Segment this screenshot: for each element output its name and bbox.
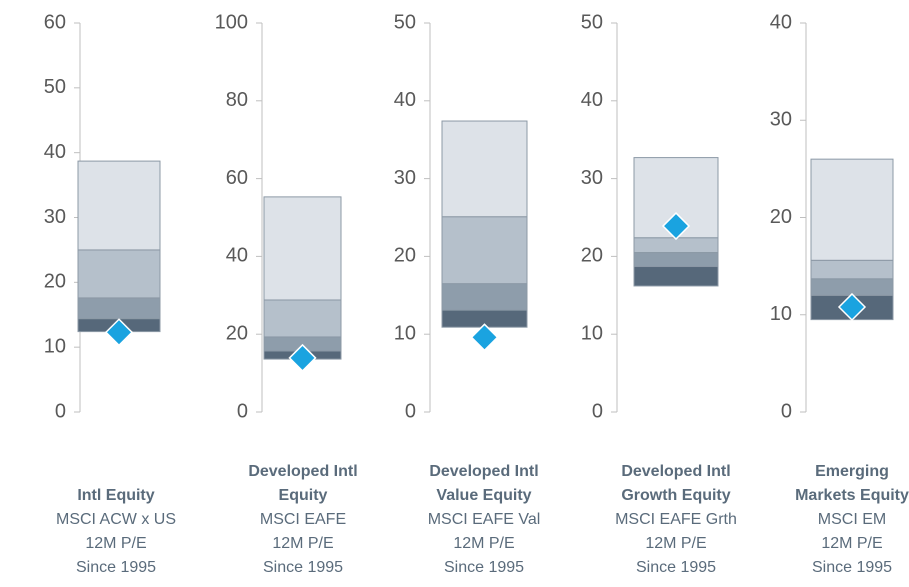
y-tick-label: 40 — [770, 11, 792, 33]
panel-detail: MSCI ACW x US — [56, 511, 176, 528]
panel-detail: Since 1995 — [76, 559, 156, 576]
range-band — [441, 216, 528, 285]
y-tick-label: 40 — [226, 245, 248, 267]
panel-detail: 12M P/E — [85, 535, 146, 552]
y-tick-label: 20 — [226, 322, 248, 344]
range-band — [810, 259, 894, 280]
y-tick-label: 30 — [581, 167, 603, 189]
y-tick-label: 20 — [394, 245, 416, 267]
panel-detail: MSCI EAFE Grth — [615, 511, 737, 528]
panel-detail: MSCI EM — [818, 511, 886, 528]
range-band — [263, 196, 342, 301]
y-tick-label: 40 — [581, 89, 603, 111]
panel-detail: 12M P/E — [821, 535, 882, 552]
y-tick-label: 100 — [215, 11, 248, 33]
range-band — [77, 297, 161, 320]
range-band — [633, 252, 719, 268]
panel-name: Value Equity — [436, 487, 531, 504]
current-marker — [104, 318, 134, 347]
panel-name: Markets Equity — [795, 487, 909, 504]
range-band — [77, 249, 161, 299]
panel-name: Developed Intl — [248, 463, 357, 480]
panel-name: Developed Intl — [621, 463, 730, 480]
y-tick-label: 30 — [44, 206, 66, 228]
y-tick-label: 0 — [781, 400, 792, 422]
y-tick-label: 30 — [770, 109, 792, 131]
y-tick-label: 80 — [226, 89, 248, 111]
panel-detail: 12M P/E — [453, 535, 514, 552]
y-tick-label: 0 — [237, 400, 248, 422]
y-tick-label: 40 — [394, 89, 416, 111]
panel-detail: 12M P/E — [272, 535, 333, 552]
y-tick-label: 40 — [44, 141, 66, 163]
y-tick-label: 0 — [592, 400, 603, 422]
current-marker — [661, 211, 691, 241]
y-tick-label: 10 — [770, 303, 792, 325]
range-band — [441, 283, 528, 311]
range-band — [810, 278, 894, 296]
y-tick-label: 20 — [770, 206, 792, 228]
panel-detail: Since 1995 — [444, 559, 524, 576]
range-band — [633, 266, 719, 287]
y-tick-label: 0 — [55, 400, 66, 422]
range-band — [263, 299, 342, 338]
panel-name: Intl Equity — [77, 487, 154, 504]
panel-name: Growth Equity — [621, 487, 730, 504]
y-tick-label: 50 — [581, 11, 603, 33]
current-marker — [288, 343, 317, 372]
y-tick-label: 10 — [581, 322, 603, 344]
panel-detail: Since 1995 — [636, 559, 716, 576]
panel-detail: MSCI EAFE — [260, 511, 346, 528]
y-tick-label: 30 — [394, 167, 416, 189]
y-tick-label: 10 — [394, 322, 416, 344]
range-band — [77, 160, 161, 251]
panel-detail: 12M P/E — [645, 535, 706, 552]
y-tick-label: 10 — [44, 335, 66, 357]
y-tick-label: 20 — [581, 245, 603, 267]
panel-detail: MSCI EAFE Val — [428, 511, 541, 528]
range-band — [810, 158, 894, 261]
current-marker — [837, 292, 867, 322]
panel-name: Developed Intl — [429, 463, 538, 480]
y-tick-label: 50 — [394, 11, 416, 33]
y-tick-label: 60 — [44, 11, 66, 33]
panel-name: Equity — [279, 487, 328, 504]
range-band — [441, 120, 528, 218]
panel-detail: Since 1995 — [263, 559, 343, 576]
y-tick-label: 0 — [405, 400, 416, 422]
panel-name: Emerging — [815, 463, 889, 480]
panel-detail: Since 1995 — [812, 559, 892, 576]
y-tick-label: 20 — [44, 271, 66, 293]
y-tick-label: 60 — [226, 167, 248, 189]
current-marker — [470, 323, 499, 352]
y-tick-label: 50 — [44, 76, 66, 98]
